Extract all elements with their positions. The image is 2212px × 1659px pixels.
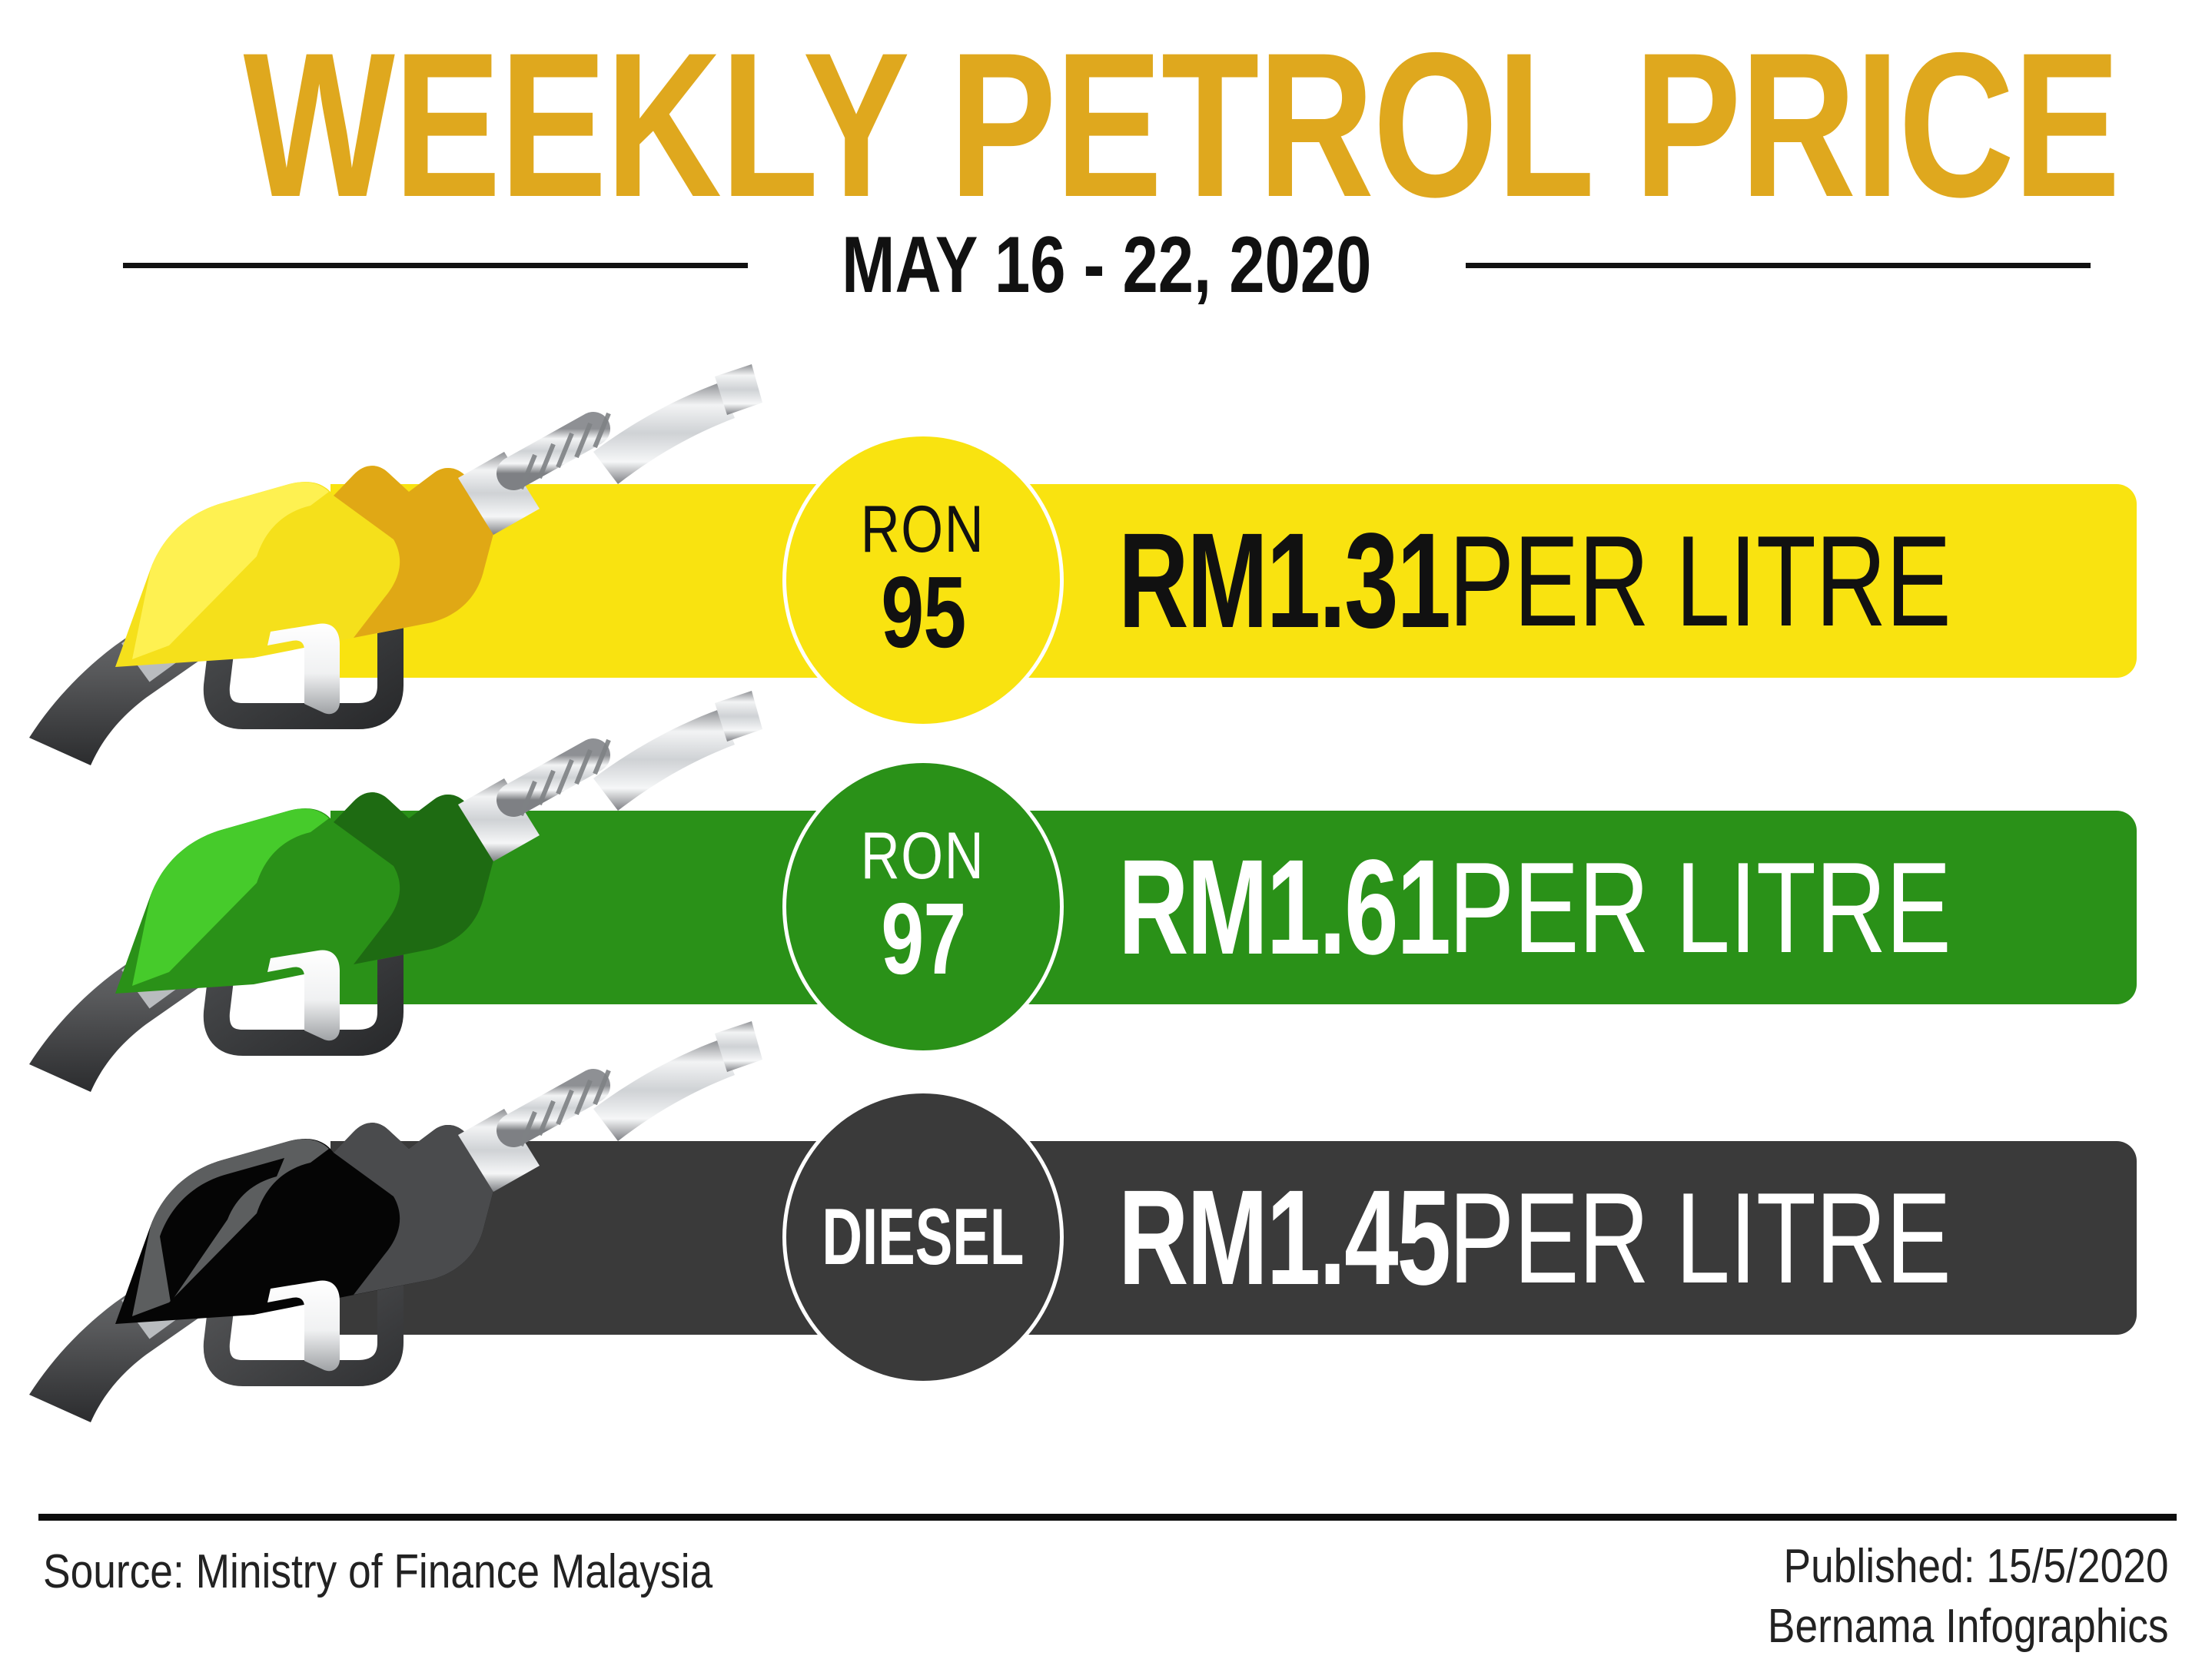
- subtitle-row: MAY 16 - 22, 2020: [123, 225, 2091, 305]
- badge-grade-prefix: RON: [861, 492, 985, 566]
- divider-left: [123, 262, 749, 268]
- fuel-nozzle-icon: [29, 364, 762, 765]
- page-title: WEEKLY PETROL PRICE: [243, 9, 2121, 240]
- fuel-nozzle-icon: [29, 691, 762, 1092]
- footer-right: Published: 15/5/2020 Bernama Infographic…: [1702, 1537, 2169, 1656]
- date-range-label: MAY 16 - 22, 2020: [842, 221, 1372, 310]
- price-value: RM1.31: [1118, 506, 1451, 656]
- price-group: RM1.45 PER LITRE: [1118, 1141, 2137, 1335]
- price-row-ron95: RON 95 RM1.31 PER LITRE: [0, 364, 2212, 765]
- divider-right: [1465, 262, 2091, 268]
- badge-grade-number: 97: [880, 882, 966, 996]
- footer-divider: [38, 1514, 2177, 1521]
- published-date-label: Published: 15/5/2020: [1783, 1540, 2169, 1593]
- badge-grade-number: 95: [880, 556, 966, 669]
- credit-label: Bernama Infographics: [1768, 1599, 2169, 1653]
- price-bar: [330, 811, 2137, 1004]
- source-label: Source: Ministry of Finance Malaysia: [43, 1545, 713, 1598]
- price-value: RM1.61: [1118, 832, 1451, 983]
- price-bar: [330, 1141, 2137, 1335]
- price-unit-label: PER LITRE: [1449, 835, 1951, 980]
- price-unit-label: PER LITRE: [1449, 509, 1951, 653]
- price-bar: [330, 484, 2137, 678]
- fuel-grade-badge: RON 97: [786, 763, 1060, 1050]
- price-row-ron97: RON 97 RM1.61 PER LITRE: [0, 691, 2212, 1092]
- fuel-grade-badge: DIESEL: [786, 1093, 1060, 1381]
- price-value: RM1.45: [1118, 1163, 1451, 1313]
- fuel-nozzle-icon: [29, 1021, 762, 1422]
- fuel-grade-badge: RON 95: [786, 436, 1060, 724]
- price-group: RM1.31 PER LITRE: [1118, 484, 2137, 678]
- header: WEEKLY PETROL PRICE MAY 16 - 22, 2020: [0, 0, 2212, 330]
- price-group: RM1.61 PER LITRE: [1118, 811, 2137, 1004]
- price-row-diesel: DIESEL RM1.45 PER LITRE: [0, 1021, 2212, 1422]
- badge-grade-label: DIESEL: [822, 1193, 1025, 1282]
- badge-grade-prefix: RON: [861, 818, 985, 893]
- price-unit-label: PER LITRE: [1449, 1166, 1951, 1310]
